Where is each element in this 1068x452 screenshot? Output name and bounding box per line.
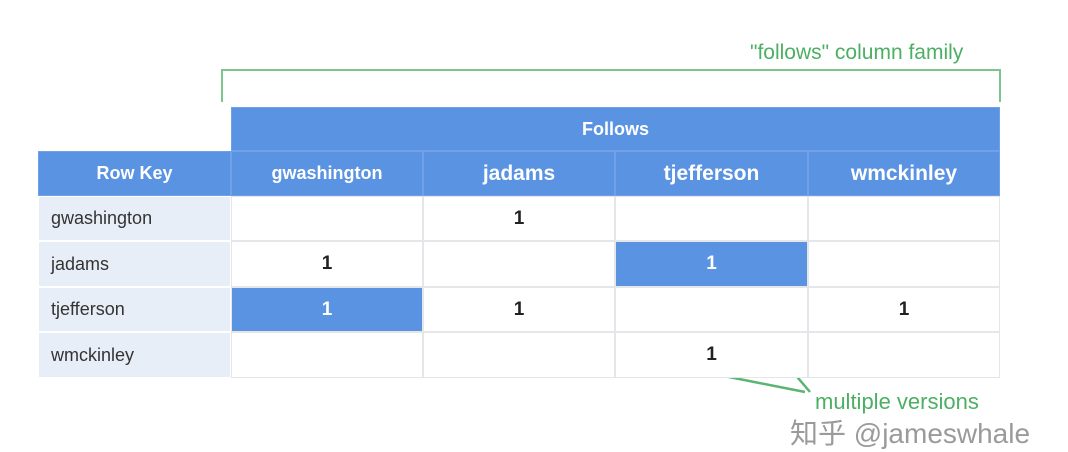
column-family-bracket xyxy=(221,69,1001,102)
table-cell xyxy=(231,196,423,241)
table-cell xyxy=(808,241,1000,287)
row-key-wmckinley: wmckinley xyxy=(38,332,231,378)
table-cell: 1 xyxy=(231,241,423,287)
row-key-header: Row Key xyxy=(38,151,231,196)
row-key-jadams: jadams xyxy=(38,241,231,287)
table-cell xyxy=(423,332,615,378)
table-cell: 1 xyxy=(231,287,423,332)
table-cell xyxy=(615,287,808,332)
family-header: Follows xyxy=(231,107,1000,151)
table-cell: 1 xyxy=(615,332,808,378)
multiple-versions-label: multiple versions xyxy=(815,389,979,414)
table-cell xyxy=(615,196,808,241)
table-cell xyxy=(808,332,1000,378)
table-cell xyxy=(231,332,423,378)
column-header-gwashington: gwashington xyxy=(231,151,423,196)
table-cell: 1 xyxy=(615,241,808,287)
column-header-wmckinley: wmckinley xyxy=(808,151,1000,196)
table-cell xyxy=(808,196,1000,241)
column-header-tjefferson: tjefferson xyxy=(615,151,808,196)
row-key-gwashington: gwashington xyxy=(38,196,231,241)
table-cell: 1 xyxy=(423,196,615,241)
table-cell: 1 xyxy=(423,287,615,332)
column-family-label: "follows" column family xyxy=(750,41,964,64)
row-key-tjefferson: tjefferson xyxy=(38,287,231,332)
watermark: 知乎 @jameswhale xyxy=(790,418,1031,449)
column-header-jadams: jadams xyxy=(423,151,615,196)
table-cell xyxy=(423,241,615,287)
table-cell: 1 xyxy=(808,287,1000,332)
